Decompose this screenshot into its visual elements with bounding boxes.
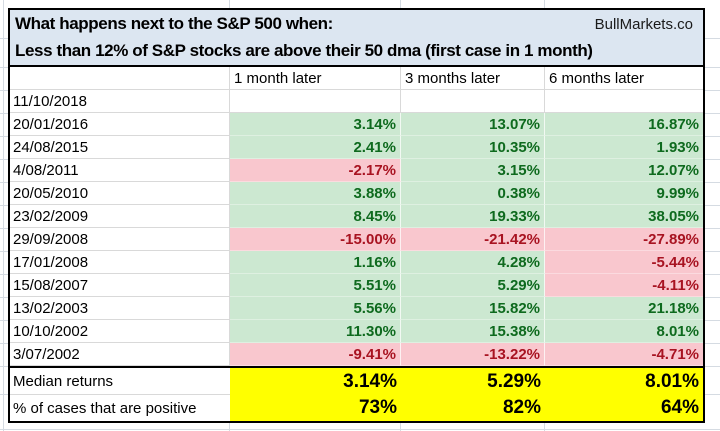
brand-text: BullMarkets.co [594,15,693,33]
date-cell[interactable]: 10/10/2002 [10,320,230,343]
value-cell[interactable]: 15.38% [401,320,545,343]
date-cell[interactable]: 24/08/2015 [10,136,230,159]
value-cell[interactable]: -5.44% [545,251,703,274]
date-cell[interactable]: 17/01/2008 [10,251,230,274]
table-row: 13/02/2003 5.56% 15.82% 21.18% [10,297,703,320]
title-block[interactable]: What happens next to the S&P 500 when: B… [8,8,705,67]
date-cell[interactable]: 11/10/2018 [10,90,230,113]
summary-block: Median returns 3.14% 5.29% 8.01% % of ca… [8,366,705,423]
margin-gridline [705,394,720,395]
value-cell[interactable]: -4.11% [545,274,703,297]
margin-gridline [705,67,720,368]
table-row: 20/05/2010 3.88% 0.38% 9.99% [10,182,703,205]
value-cell[interactable]: 3.15% [401,159,545,182]
value-cell[interactable]: 5.29% [401,274,545,297]
value-cell[interactable]: 0.38% [401,182,545,205]
table-row: 15/08/2007 5.51% 5.29% -4.11% [10,274,703,297]
date-cell[interactable]: 20/05/2010 [10,182,230,205]
margin-gridline [0,429,720,430]
column-header-row: 1 month later 3 months later 6 months la… [10,67,703,90]
margin-gridline [0,67,8,368]
value-cell[interactable]: 11.30% [230,320,401,343]
value-cell[interactable] [545,90,703,113]
table-row: 17/01/2008 1.16% 4.28% -5.44% [10,251,703,274]
summary-value[interactable]: 3.14% [230,368,401,395]
summary-label[interactable]: Median returns [10,368,230,395]
value-cell[interactable]: -15.00% [230,228,401,251]
value-cell[interactable]: 15.82% [401,297,545,320]
margin-gridline [544,0,545,8]
summary-value[interactable]: 64% [545,395,703,421]
table-row: 4/08/2011 -2.17% 3.15% 12.07% [10,159,703,182]
value-cell[interactable]: 5.56% [230,297,401,320]
date-cell[interactable]: 3/07/2002 [10,343,230,366]
column-header-3-months[interactable]: 3 months later [401,67,545,90]
value-cell[interactable]: 3.88% [230,182,401,205]
value-cell[interactable]: -13.22% [401,343,545,366]
value-cell[interactable] [230,90,401,113]
margin-gridline [544,423,545,431]
summary-label[interactable]: % of cases that are positive [10,395,230,421]
table-row: 11/10/2018 [10,90,703,113]
value-cell[interactable]: 5.51% [230,274,401,297]
margin-gridline [229,0,230,8]
value-cell[interactable]: -21.42% [401,228,545,251]
value-cell[interactable]: 8.01% [545,320,703,343]
column-header-6-months[interactable]: 6 months later [545,67,703,90]
table-row: 29/09/2008 -15.00% -21.42% -27.89% [10,228,703,251]
value-cell[interactable]: 9.99% [545,182,703,205]
table-row: 3/07/2002 -9.41% -13.22% -4.71% [10,343,703,366]
date-cell[interactable]: 29/09/2008 [10,228,230,251]
table-row: 23/02/2009 8.45% 19.33% 38.05% [10,205,703,228]
value-cell[interactable]: -27.89% [545,228,703,251]
value-cell[interactable]: 21.18% [545,297,703,320]
value-cell[interactable]: -2.17% [230,159,401,182]
summary-value[interactable]: 73% [230,395,401,421]
value-cell[interactable]: 1.93% [545,136,703,159]
value-cell[interactable]: 38.05% [545,205,703,228]
margin-gridline [229,423,230,431]
value-cell[interactable]: 3.14% [230,113,401,136]
corner-cell[interactable] [10,67,230,90]
date-cell[interactable]: 15/08/2007 [10,274,230,297]
median-returns-row: Median returns 3.14% 5.29% 8.01% [10,368,703,395]
summary-value[interactable]: 82% [401,395,545,421]
date-cell[interactable]: 13/02/2003 [10,297,230,320]
date-cell[interactable]: 4/08/2011 [10,159,230,182]
date-cell[interactable]: 20/01/2016 [10,113,230,136]
value-cell[interactable]: 8.45% [230,205,401,228]
date-cell[interactable]: 23/02/2009 [10,205,230,228]
margin-gridline [400,423,401,431]
page-title: What happens next to the S&P 500 when: [15,14,333,33]
value-cell[interactable] [401,90,545,113]
summary-value[interactable]: 8.01% [545,368,703,395]
table-row: 10/10/2002 11.30% 15.38% 8.01% [10,320,703,343]
table-row: 20/01/2016 3.14% 13.07% 16.87% [10,113,703,136]
summary-value[interactable]: 5.29% [401,368,545,395]
table-row: 24/08/2015 2.41% 10.35% 1.93% [10,136,703,159]
positive-cases-row: % of cases that are positive 73% 82% 64% [10,395,703,421]
margin-gridline [705,38,720,39]
value-cell[interactable]: 16.87% [545,113,703,136]
value-cell[interactable]: 2.41% [230,136,401,159]
margin-gridline [0,38,8,39]
value-cell[interactable]: 13.07% [401,113,545,136]
page-subtitle: Less than 12% of S&P stocks are above th… [15,41,593,60]
margin-gridline [400,0,401,8]
returns-table: 1 month later 3 months later 6 months la… [8,67,705,366]
value-cell[interactable]: 19.33% [401,205,545,228]
value-cell[interactable]: 1.16% [230,251,401,274]
value-cell[interactable]: 4.28% [401,251,545,274]
column-header-1-month[interactable]: 1 month later [230,67,401,90]
value-cell[interactable]: 10.35% [401,136,545,159]
value-cell[interactable]: -4.71% [545,343,703,366]
value-cell[interactable]: -9.41% [230,343,401,366]
margin-gridline [0,394,8,395]
value-cell[interactable]: 12.07% [545,159,703,182]
